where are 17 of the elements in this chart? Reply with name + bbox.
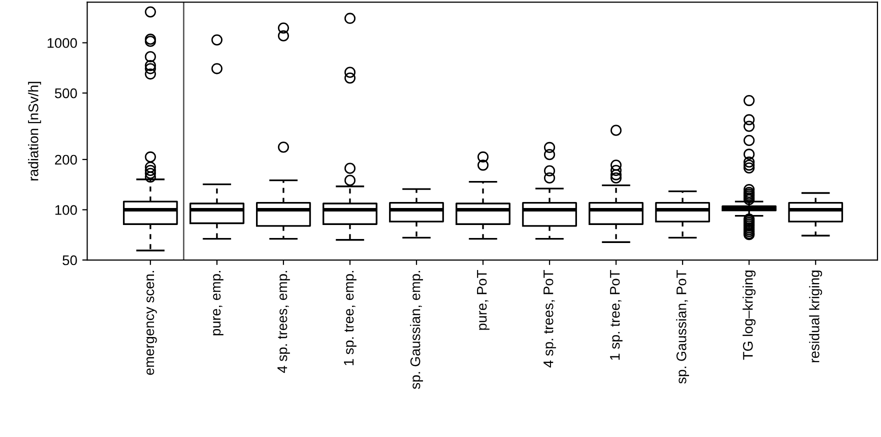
- x-tick-label: 1 sp. tree, PoT: [610, 270, 623, 360]
- y-tick-label: 50: [62, 255, 77, 266]
- x-tick-label: pure, emp.: [213, 271, 224, 336]
- x-tick-label: pure, PoT: [477, 270, 490, 330]
- x-tick-label: sp. Gaussian, PoT: [676, 270, 690, 384]
- x-tick-label: emergency scen.: [146, 271, 157, 375]
- y-tick-label: 1000: [48, 38, 77, 48]
- y-tick-label: 500: [54, 88, 77, 98]
- x-tick-label: 4 sp. trees, PoT: [544, 270, 556, 368]
- x-tick-label: 4 sp. trees, emp.: [277, 270, 290, 373]
- x-tick-label: residual kriging: [809, 270, 822, 362]
- x-tick-label: sp. Gaussian, emp.: [410, 270, 423, 389]
- y-tick-label: 200: [55, 154, 77, 165]
- x-tick-label: 1 sp. tree, emp.: [344, 270, 356, 366]
- y-axis-title: radiation [nSv/h]: [28, 82, 42, 180]
- y-tick-label: 100: [55, 205, 77, 215]
- x-tick-label: TG log–kriging: [742, 270, 756, 360]
